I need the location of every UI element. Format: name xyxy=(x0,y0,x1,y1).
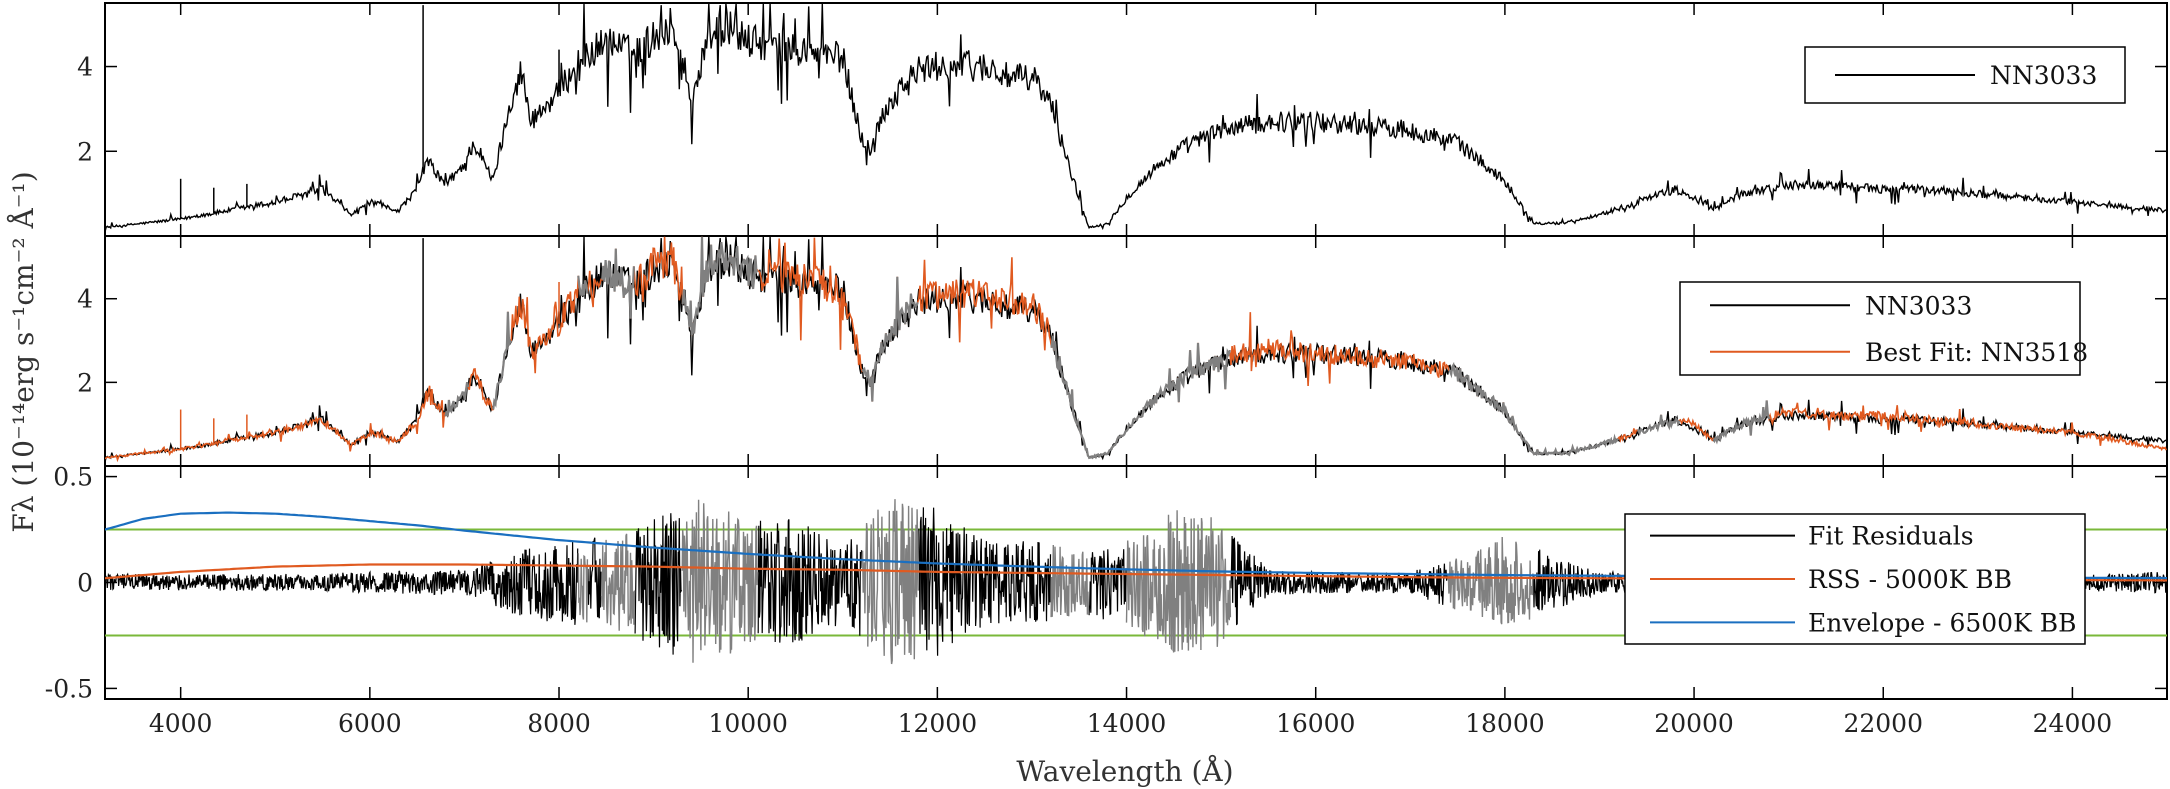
panel-top-frame xyxy=(104,2,2168,237)
masked-residuals xyxy=(577,499,1534,665)
x-tick-label: 22000 xyxy=(1843,709,1923,738)
top-ticks: 24 xyxy=(77,3,2167,236)
panel-bottom: 0.5 0 -0.5 4000 6000 8000 10000 12000 14000 16000… xyxy=(45,463,2168,738)
y-tick-label: 4 xyxy=(77,53,93,82)
legend-label: Fit Residuals xyxy=(1808,522,1974,551)
y-axis-title: Fλ (10⁻¹⁴erg s⁻¹cm⁻² Å⁻¹) xyxy=(7,171,40,532)
top-series xyxy=(105,3,2167,233)
middle-legend: NN3033 Best Fit: NN3518 xyxy=(1679,281,2088,376)
legend-label: NN3033 xyxy=(1990,61,2097,90)
middle-series xyxy=(105,236,2167,463)
x-tick-label: 16000 xyxy=(1276,709,1356,738)
legend-label: Envelope - 6500K BB xyxy=(1808,608,2076,637)
y-tick-label: 2 xyxy=(77,368,93,397)
panel-top: 24 NN3033 xyxy=(77,2,2168,237)
y-tick-label: 2 xyxy=(77,137,93,166)
legend-label: Best Fit: NN3518 xyxy=(1865,338,2088,367)
x-axis-title: Wavelength (Å) xyxy=(1016,755,1233,788)
x-tick-label: 12000 xyxy=(898,709,978,738)
legend-box xyxy=(1679,281,2081,376)
x-tick-label: 6000 xyxy=(338,709,402,738)
y-tick-label: 0.5 xyxy=(53,463,93,492)
top-plot-area xyxy=(105,3,2167,233)
series-fit-residuals xyxy=(105,507,2167,656)
y-tick-label: 4 xyxy=(77,285,93,314)
top-legend: NN3033 xyxy=(1804,46,2126,104)
masked-region-trace xyxy=(444,236,1771,460)
x-tick-label: 14000 xyxy=(1087,709,1167,738)
x-tick-label: 24000 xyxy=(2033,709,2113,738)
middle-plot-area xyxy=(105,236,2167,463)
x-tick-label: 4000 xyxy=(149,709,213,738)
x-tick-label: 8000 xyxy=(527,709,591,738)
legend-label: RSS - 5000K BB xyxy=(1808,565,2012,594)
bottom-legend: Fit Residuals RSS - 5000K BB Envelope - 65… xyxy=(1624,513,2086,645)
x-tick-label: 18000 xyxy=(1465,709,1545,738)
middle-ticks: 24 xyxy=(77,236,2167,466)
y-tick-label: -0.5 xyxy=(45,674,93,703)
x-tick-label: 20000 xyxy=(1654,709,1734,738)
series-nn3033 xyxy=(105,3,2167,233)
y-tick-label: 0 xyxy=(77,569,93,598)
x-tick-label: 10000 xyxy=(708,709,788,738)
bottom-ticks: 0.5 0 -0.5 4000 6000 8000 10000 12000 14000 16000… xyxy=(45,463,2167,738)
legend-label: NN3033 xyxy=(1865,291,1972,320)
